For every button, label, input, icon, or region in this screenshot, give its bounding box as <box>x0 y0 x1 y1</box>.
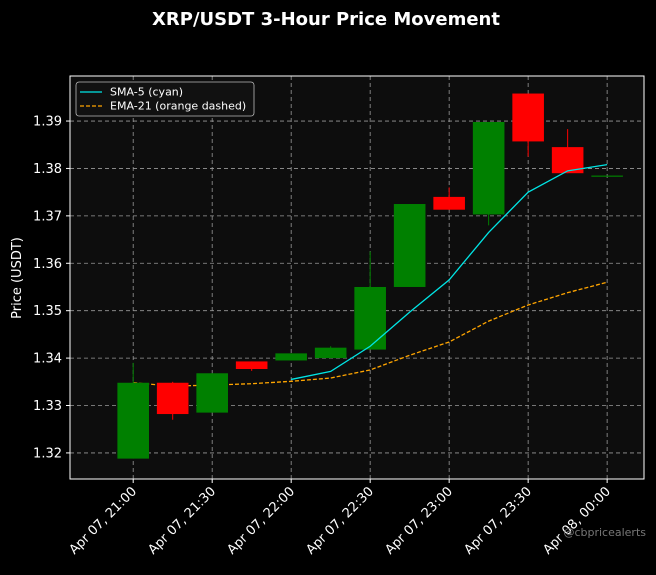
candle-body <box>591 175 623 177</box>
y-tick-label: 1.38 <box>33 162 62 177</box>
candle-body <box>512 93 544 142</box>
candle-body <box>433 196 465 210</box>
candle-body <box>393 204 426 287</box>
y-tick-label: 1.39 <box>33 115 62 130</box>
candle-body <box>196 373 228 413</box>
candle-body <box>314 347 347 359</box>
y-tick-label: 1.37 <box>33 209 62 224</box>
y-tick-label: 1.35 <box>33 304 62 319</box>
candle-body <box>117 382 149 459</box>
y-tick-label: 1.34 <box>33 352 62 367</box>
plot-frame <box>69 75 645 480</box>
watermark: @cbpricealerts <box>563 526 646 539</box>
chart-title: XRP/USDT 3-Hour Price Movement <box>152 9 500 30</box>
candle-body <box>472 121 505 215</box>
candle-body <box>275 353 307 361</box>
y-tick-label: 1.36 <box>33 257 62 272</box>
sma-5-series <box>291 164 608 381</box>
candle-body <box>354 286 386 350</box>
y-axis-label: Price (USDT) <box>10 237 25 319</box>
candle-body <box>156 382 189 415</box>
legend-sma-label: SMA-5 (cyan) <box>110 86 183 99</box>
y-axis-ticks: 1.32 1.33 1.34 1.35 1.36 1.37 1.38 1.39 <box>33 115 70 461</box>
plot-area <box>70 76 644 479</box>
legend: SMA-5 (cyan) EMA-21 (orange dashed) <box>75 81 255 117</box>
candle-body <box>235 361 268 370</box>
sma-5-line <box>291 164 608 381</box>
y-tick-label: 1.32 <box>33 446 62 461</box>
y-tick-label: 1.33 <box>33 399 62 414</box>
legend-ema-label: EMA-21 (orange dashed) <box>110 100 246 113</box>
candles <box>117 93 623 459</box>
legend-box <box>75 81 255 117</box>
